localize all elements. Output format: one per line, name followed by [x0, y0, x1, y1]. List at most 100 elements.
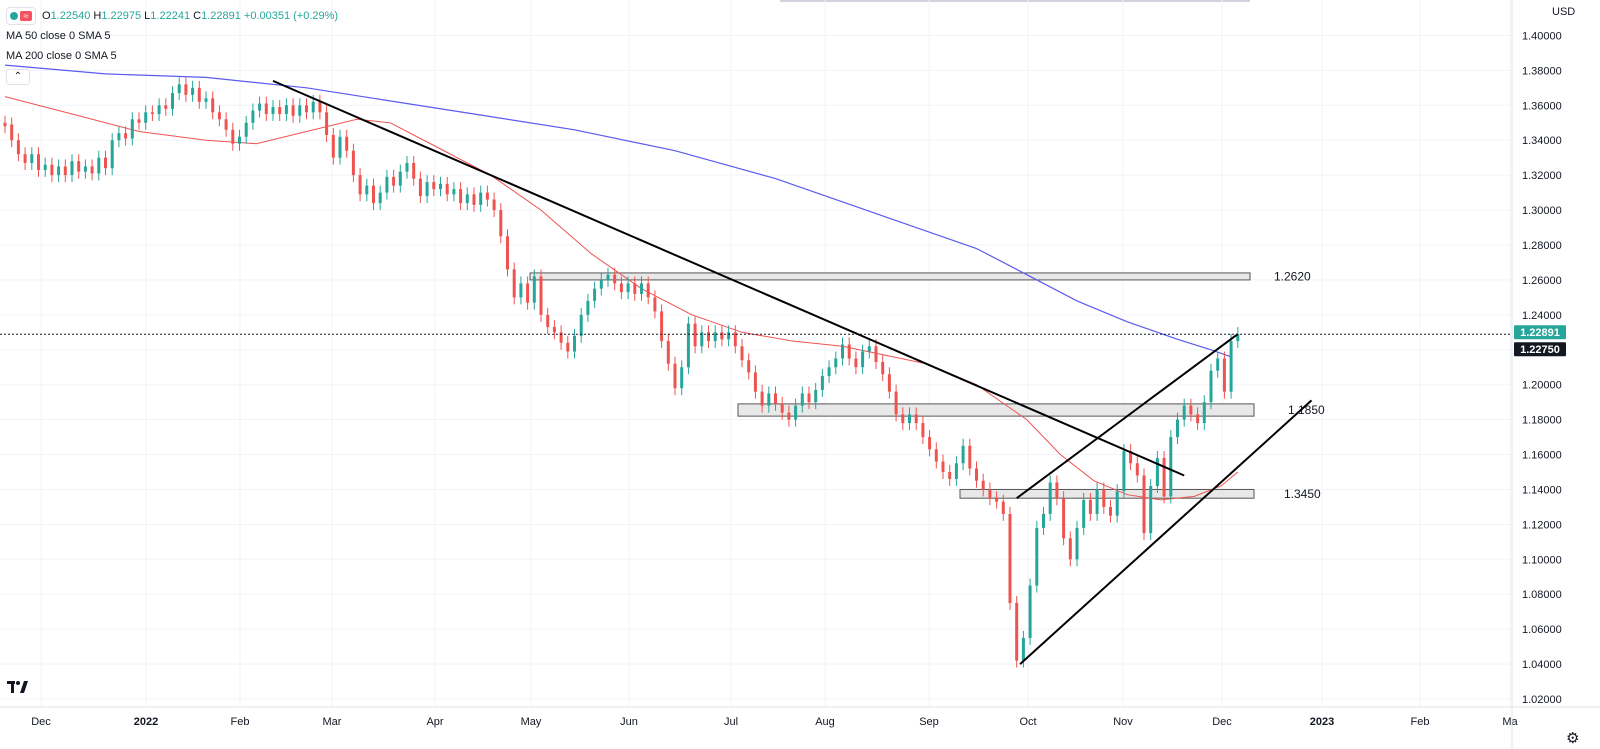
candle-body[interactable]: [472, 194, 476, 205]
candle-body[interactable]: [204, 98, 208, 102]
candle-body[interactable]: [1169, 437, 1173, 497]
candle-body[interactable]: [1042, 513, 1045, 528]
candle-body[interactable]: [1075, 527, 1079, 560]
candle-body[interactable]: [1021, 637, 1025, 661]
candle-body[interactable]: [1015, 602, 1019, 661]
candle-body[interactable]: [244, 122, 248, 137]
candle-body[interactable]: [30, 154, 34, 163]
candle-body[interactable]: [271, 107, 275, 115]
candle-body[interactable]: [794, 405, 798, 420]
candle-body[interactable]: [418, 178, 422, 197]
candle-body[interactable]: [1001, 501, 1005, 514]
candle-body[interactable]: [921, 423, 925, 438]
candle-body[interactable]: [519, 283, 523, 298]
candle-body[interactable]: [43, 164, 47, 170]
candle-body[interactable]: [412, 162, 416, 179]
trendlines[interactable]: [272, 79, 1313, 665]
zone-1.1850[interactable]: [737, 403, 1255, 417]
candle-body[interactable]: [1102, 489, 1106, 507]
candle-body[interactable]: [948, 472, 952, 479]
candle-body[interactable]: [686, 323, 690, 368]
candle-body[interactable]: [144, 112, 148, 123]
candle-body[interactable]: [83, 166, 87, 172]
candle-body[interactable]: [338, 136, 342, 158]
candle-body[interactable]: [1122, 451, 1126, 492]
candle-body[interactable]: [1135, 463, 1139, 476]
candle-body[interactable]: [452, 189, 456, 195]
candle-body[interactable]: [217, 112, 221, 120]
candle-body[interactable]: [599, 279, 603, 289]
candle-body[interactable]: [787, 412, 791, 420]
candle-body[interactable]: [197, 87, 201, 102]
candle-body[interactable]: [432, 182, 436, 190]
candle-body[interactable]: [887, 374, 891, 392]
candle-body[interactable]: [928, 437, 932, 450]
candle-body[interactable]: [586, 300, 590, 315]
candle-body[interactable]: [1162, 458, 1166, 497]
candle-body[interactable]: [392, 176, 396, 186]
candle-body[interactable]: [104, 157, 107, 169]
candle-body[interactable]: [619, 283, 623, 293]
candle-body[interactable]: [1028, 585, 1032, 638]
candle-body[interactable]: [150, 112, 154, 115]
candle-body[interactable]: [740, 346, 744, 361]
candle-body[interactable]: [512, 269, 516, 298]
candle-body[interactable]: [707, 332, 710, 342]
candle-body[interactable]: [97, 157, 101, 174]
candle-body[interactable]: [23, 154, 27, 163]
candle-body[interactable]: [171, 93, 174, 109]
candle-body[interactable]: [378, 192, 382, 204]
candle-body[interactable]: [238, 136, 241, 144]
candle-body[interactable]: [613, 274, 617, 284]
candle-body[interactable]: [1062, 498, 1066, 539]
candle-body[interactable]: [492, 199, 496, 211]
candle-body[interactable]: [834, 358, 838, 368]
candle-body[interactable]: [988, 489, 992, 499]
candle-body[interactable]: [251, 110, 255, 123]
candle-body[interactable]: [827, 367, 831, 376]
candle-body[interactable]: [318, 101, 322, 113]
candle-body[interactable]: [961, 445, 965, 464]
candle-body[interactable]: [1196, 414, 1200, 424]
candle-body[interactable]: [50, 164, 54, 176]
candle-body[interactable]: [164, 105, 168, 109]
candle-body[interactable]: [70, 161, 74, 176]
candle-body[interactable]: [720, 332, 724, 340]
candle-body[interactable]: [130, 119, 134, 139]
candle-body[interactable]: [673, 363, 677, 389]
candle-body[interactable]: [211, 98, 215, 113]
currency-label[interactable]: USD: [1552, 6, 1576, 18]
candle-body[interactable]: [90, 166, 94, 174]
candle-body[interactable]: [1155, 458, 1159, 486]
candle-body[interactable]: [425, 182, 429, 197]
candle-body[interactable]: [1176, 419, 1179, 438]
candle-body[interactable]: [760, 391, 764, 406]
candle-body[interactable]: [820, 375, 824, 390]
candle-body[interactable]: [224, 119, 228, 130]
candle-body[interactable]: [1222, 358, 1226, 392]
candle-body[interactable]: [325, 112, 329, 135]
candle-body[interactable]: [10, 124, 14, 141]
candle-body[interactable]: [37, 154, 40, 170]
candle-body[interactable]: [1202, 402, 1206, 424]
candle-body[interactable]: [459, 189, 463, 204]
candle-body[interactable]: [485, 192, 489, 200]
chevron-up-icon[interactable]: ⌃: [6, 69, 30, 85]
candle-body[interactable]: [1129, 451, 1133, 464]
candle-body[interactable]: [908, 414, 911, 424]
candle-body[interactable]: [894, 391, 898, 415]
candle-body[interactable]: [653, 297, 657, 312]
candle-body[interactable]: [680, 367, 684, 389]
candle-body[interactable]: [753, 372, 757, 392]
candle-body[interactable]: [1149, 485, 1153, 534]
candle-body[interactable]: [874, 346, 878, 362]
candle-body[interactable]: [854, 358, 858, 368]
candle-body[interactable]: [626, 283, 630, 293]
candle-body[interactable]: [666, 341, 670, 364]
candle-body[interactable]: [439, 183, 442, 190]
candle-body[interactable]: [365, 185, 369, 195]
candle-body[interactable]: [1088, 499, 1092, 514]
candle-body[interactable]: [1216, 358, 1220, 371]
candle-body[interactable]: [552, 327, 556, 333]
